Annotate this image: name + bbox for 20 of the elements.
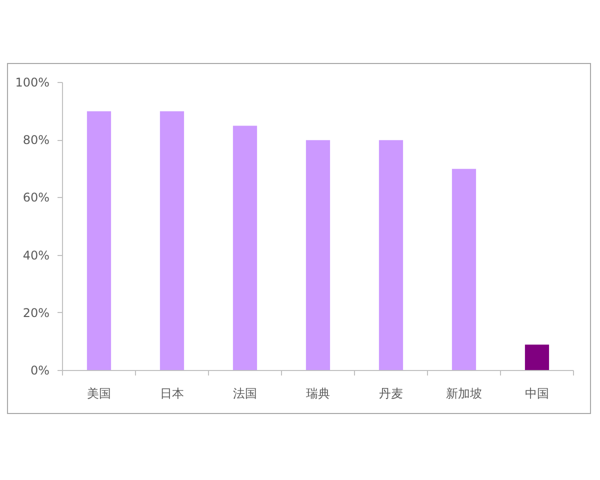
x-tick-label: 丹麦	[379, 386, 403, 400]
x-tick-label: 美国	[87, 386, 111, 400]
y-tick-label: 20%	[22, 306, 50, 320]
bar	[378, 140, 404, 370]
x-tick-label: 法国	[233, 386, 257, 400]
y-tick-label: 100%	[15, 76, 50, 90]
bar	[232, 126, 258, 370]
bar	[160, 111, 184, 370]
x-tick-label: 新加坡	[446, 386, 482, 400]
bar	[86, 111, 112, 370]
bar	[452, 168, 476, 370]
y-tick-label: 0%	[30, 364, 50, 378]
bar	[306, 140, 330, 370]
x-tick-label: 日本	[160, 386, 184, 400]
y-tick-label: 40%	[22, 248, 50, 262]
y-tick-label: 60%	[22, 190, 50, 205]
y-tick-label: 80%	[22, 133, 50, 148]
x-tick-label: 中国	[525, 386, 549, 400]
bar	[524, 344, 550, 370]
x-tick-label: 瑞典	[306, 386, 330, 400]
